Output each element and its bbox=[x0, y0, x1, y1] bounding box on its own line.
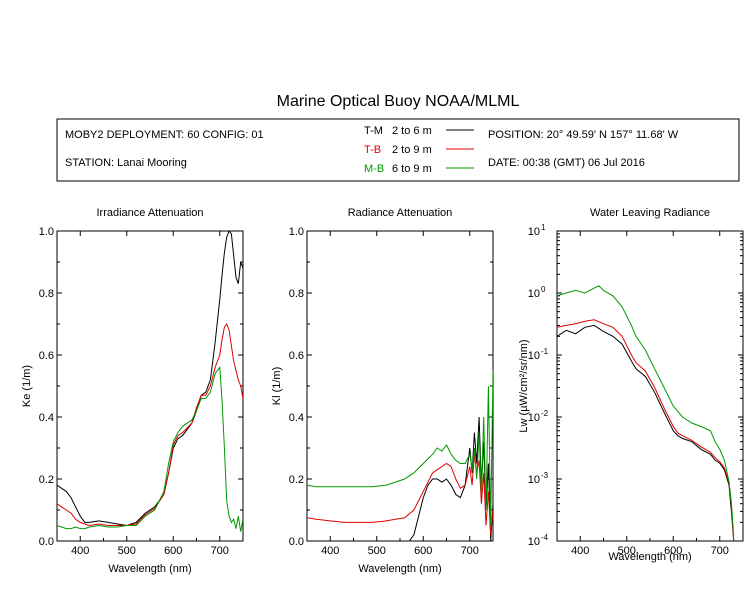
panel-frame-1 bbox=[306, 230, 494, 542]
y-axis-label-1: Kl (1/m) bbox=[271, 367, 283, 406]
ytick-exp-2-0: -4 bbox=[541, 533, 549, 542]
legend-label-0: T-M bbox=[364, 125, 383, 137]
panel-title-1: Radiance Attenuation bbox=[348, 207, 453, 219]
ytick-label-2-1: 10 bbox=[528, 474, 540, 486]
ytick-label-2-4: 10 bbox=[528, 288, 540, 300]
xtick-label-2-0: 400 bbox=[571, 545, 589, 557]
station-text: STATION: Lanai Mooring bbox=[65, 157, 187, 169]
ytick-label-0-1: 0.2 bbox=[39, 474, 54, 486]
ytick-exp-2-3: -1 bbox=[541, 347, 549, 356]
ytick-label-1-3: 0.6 bbox=[289, 350, 304, 362]
ytick-label-0-3: 0.6 bbox=[39, 350, 54, 362]
xtick-label-0-2: 600 bbox=[164, 545, 182, 557]
series-line-1-t-m bbox=[404, 416, 493, 541]
ytick-label-1-5: 1.0 bbox=[289, 226, 304, 238]
series-line-1-t-b bbox=[307, 454, 493, 535]
chart-panel-1: Radiance Attenuation 400 500 600 700 Waveleng… bbox=[271, 207, 494, 575]
legend-range-2: 6 to 9 m bbox=[392, 163, 432, 175]
panel-title-2: Water Leaving Radiance bbox=[590, 207, 710, 219]
xtick-label-0-0: 400 bbox=[71, 545, 89, 557]
xtick-label-1-3: 700 bbox=[461, 545, 479, 557]
ytick-label-2-5: 10 bbox=[528, 226, 540, 238]
series-line-1-m-b bbox=[307, 370, 493, 526]
legend: T-M 2 to 6 m T-B 2 to 9 m M-B 6 to 9 m bbox=[364, 125, 474, 175]
y-axis-label-0: Ke (1/m) bbox=[21, 365, 33, 407]
figure-title: Marine Optical Buoy NOAA/MLML bbox=[277, 93, 520, 110]
x-axis-label-0: Wavelength (nm) bbox=[108, 563, 191, 575]
xtick-label-2-3: 700 bbox=[711, 545, 729, 557]
ytick-label-1-1: 0.2 bbox=[289, 474, 304, 486]
series-line-0-t-b bbox=[57, 322, 243, 527]
x-axis-label-2: Wavelength (nm) bbox=[608, 551, 691, 563]
y-axis-label-2: Lw (µW/cm²/sr/nm) bbox=[518, 339, 530, 432]
series-line-2-t-m bbox=[557, 324, 735, 541]
legend-label-2: M-B bbox=[364, 163, 384, 175]
ytick-exp-2-5: 1 bbox=[541, 223, 546, 232]
ytick-label-2-2: 10 bbox=[528, 412, 540, 424]
xtick-label-0-3: 700 bbox=[211, 545, 229, 557]
panel-frame-2 bbox=[556, 230, 744, 542]
ytick-exp-2-2: -2 bbox=[541, 409, 549, 418]
series-line-0-t-m bbox=[57, 231, 243, 527]
date-text: DATE: 00:38 (GMT) 06 Jul 2016 bbox=[488, 157, 645, 169]
panel-title-0: Irradiance Attenuation bbox=[96, 207, 203, 219]
xtick-label-1-0: 400 bbox=[321, 545, 339, 557]
ytick-label-2-3: 10 bbox=[528, 350, 540, 362]
x-axis-label-1: Wavelength (nm) bbox=[358, 563, 441, 575]
position-text: POSITION: 20° 49.59' N 157° 11.68' W bbox=[488, 129, 679, 141]
deployment-text: MOBY2 DEPLOYMENT: 60 CONFIG: 01 bbox=[65, 129, 264, 141]
legend-label-1: T-B bbox=[364, 144, 381, 156]
ytick-label-0-0: 0.0 bbox=[39, 536, 54, 548]
xtick-label-1-2: 600 bbox=[414, 545, 432, 557]
series-line-2-m-b bbox=[557, 285, 735, 537]
ytick-exp-2-1: -3 bbox=[541, 471, 549, 480]
ytick-label-1-0: 0.0 bbox=[289, 536, 304, 548]
legend-range-0: 2 to 6 m bbox=[392, 125, 432, 137]
info-box: MOBY2 DEPLOYMENT: 60 CONFIG: 01 STATION:… bbox=[56, 118, 740, 182]
ytick-label-0-5: 1.0 bbox=[39, 226, 54, 238]
ytick-label-0-2: 0.4 bbox=[39, 412, 54, 424]
xtick-label-0-1: 500 bbox=[118, 545, 136, 557]
xtick-label-2-2: 600 bbox=[664, 545, 682, 557]
chart-panel-0: Irradiance Attenuation 400 500 600 700 Wavele… bbox=[21, 207, 244, 575]
chart-panels: Irradiance Attenuation 400 500 600 700 Wavele… bbox=[21, 207, 744, 575]
xtick-label-1-1: 500 bbox=[368, 545, 386, 557]
xtick-label-2-1: 500 bbox=[618, 545, 636, 557]
ytick-exp-2-4: 0 bbox=[541, 285, 546, 294]
ytick-label-0-4: 0.8 bbox=[39, 288, 54, 300]
ytick-label-1-2: 0.4 bbox=[289, 412, 304, 424]
info-box-frame bbox=[56, 118, 740, 182]
legend-range-1: 2 to 9 m bbox=[392, 144, 432, 156]
ytick-label-2-0: 10 bbox=[528, 536, 540, 548]
series-line-2-t-b bbox=[557, 319, 735, 541]
series-line-0-m-b bbox=[57, 366, 243, 532]
chart-panel-2: Water Leaving Radiance 400 500 600 700 Wavele… bbox=[518, 207, 744, 563]
ytick-label-1-4: 0.8 bbox=[289, 288, 304, 300]
panel-frame-0 bbox=[56, 230, 244, 542]
